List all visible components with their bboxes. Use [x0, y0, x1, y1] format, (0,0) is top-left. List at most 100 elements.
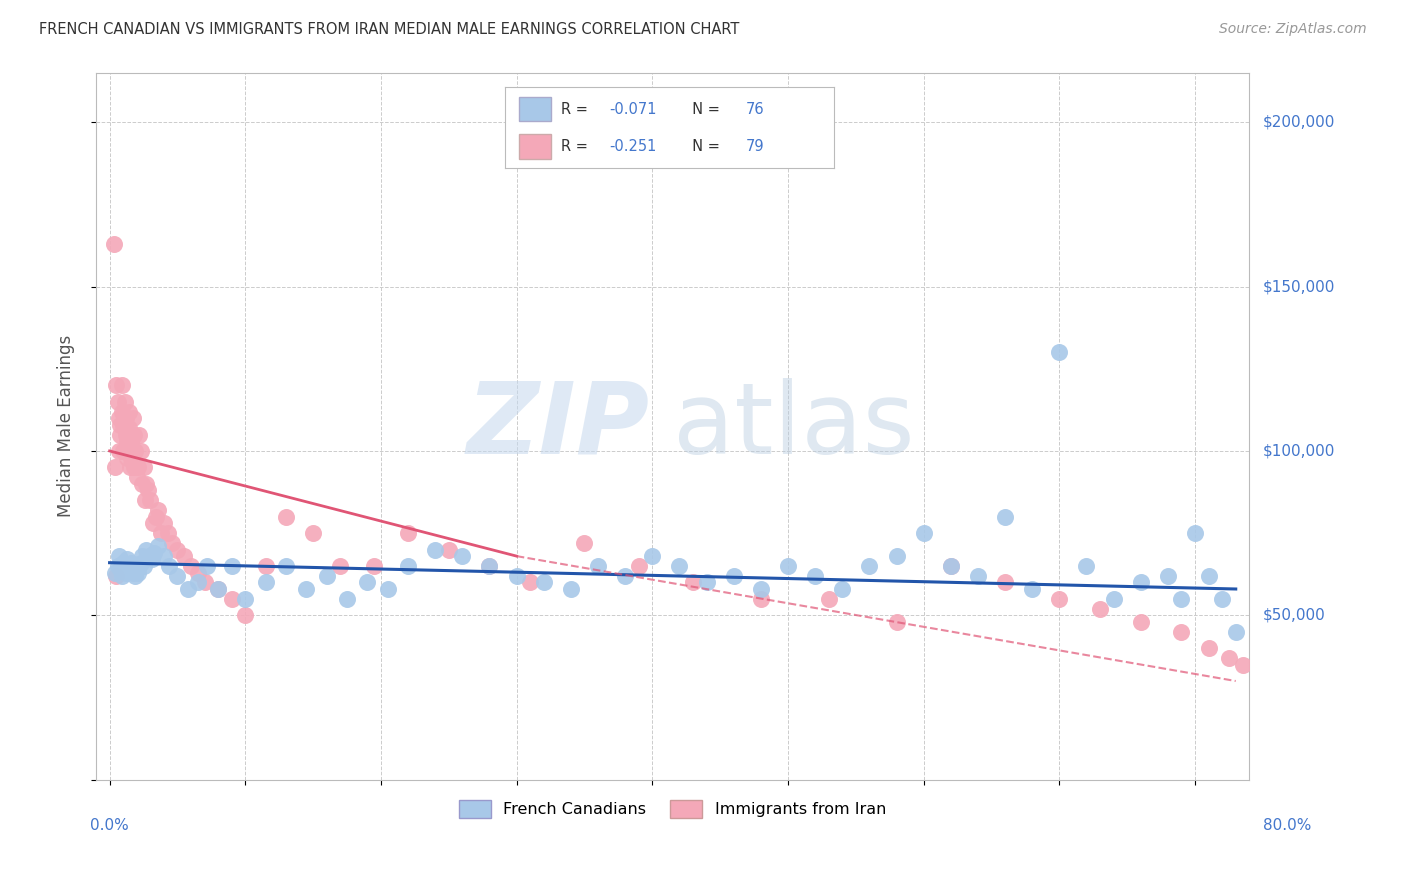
Point — [104, 566, 127, 580]
Point — [135, 476, 157, 491]
Point — [114, 394, 136, 409]
Point — [207, 582, 229, 596]
Point — [117, 404, 139, 418]
Text: 0.0%: 0.0% — [90, 819, 129, 833]
Point — [1198, 641, 1220, 656]
Point — [396, 526, 419, 541]
Point — [858, 559, 880, 574]
Point — [1088, 601, 1111, 615]
Point — [1211, 591, 1233, 606]
Point — [107, 394, 129, 409]
Point — [136, 483, 159, 498]
Point — [994, 509, 1017, 524]
Point — [295, 582, 318, 596]
Point — [129, 444, 152, 458]
Point — [117, 421, 139, 435]
Point — [574, 536, 596, 550]
Point — [505, 569, 527, 583]
Point — [124, 569, 146, 583]
Point — [425, 542, 447, 557]
Point — [478, 559, 501, 574]
Point — [111, 569, 134, 583]
Point — [1184, 526, 1206, 541]
Point — [120, 556, 142, 570]
Point — [132, 559, 155, 574]
Legend: French Canadians, Immigrants from Iran: French Canadians, Immigrants from Iran — [453, 793, 893, 824]
Point — [153, 516, 176, 531]
Point — [110, 417, 132, 432]
Point — [1076, 559, 1098, 574]
Point — [127, 460, 149, 475]
Point — [110, 562, 132, 576]
Point — [114, 559, 136, 574]
Point — [221, 559, 243, 574]
Point — [254, 559, 277, 574]
Text: FRENCH CANADIAN VS IMMIGRANTS FROM IRAN MEDIAN MALE EARNINGS CORRELATION CHART: FRENCH CANADIAN VS IMMIGRANTS FROM IRAN … — [39, 22, 740, 37]
Point — [939, 559, 962, 574]
Point — [105, 378, 128, 392]
Point — [994, 575, 1017, 590]
Text: atlas: atlas — [672, 378, 914, 475]
Point — [1129, 575, 1152, 590]
Point — [105, 569, 128, 583]
Point — [1198, 569, 1220, 583]
Point — [939, 559, 962, 574]
Point — [157, 559, 180, 574]
Point — [187, 575, 209, 590]
Point — [519, 575, 541, 590]
Point — [124, 444, 146, 458]
Point — [135, 542, 157, 557]
Point — [1047, 345, 1070, 359]
Point — [125, 470, 148, 484]
Point — [122, 460, 145, 475]
Point — [117, 559, 139, 574]
Point — [886, 549, 908, 563]
Point — [121, 411, 143, 425]
Point — [377, 582, 399, 596]
Point — [1157, 569, 1180, 583]
Point — [125, 562, 148, 576]
Point — [121, 444, 143, 458]
Point — [121, 566, 143, 580]
Point — [533, 575, 555, 590]
Text: $150,000: $150,000 — [1263, 279, 1336, 294]
Point — [437, 542, 460, 557]
Point — [302, 526, 325, 541]
Point — [108, 411, 131, 425]
Point — [776, 559, 799, 574]
Point — [111, 404, 134, 418]
Point — [396, 559, 419, 574]
Point — [115, 450, 138, 465]
Point — [723, 569, 745, 583]
Point — [886, 615, 908, 629]
Point — [274, 509, 297, 524]
Point — [108, 444, 131, 458]
Point — [122, 559, 145, 574]
Point — [132, 460, 155, 475]
Y-axis label: Median Male Earnings: Median Male Earnings — [58, 335, 75, 517]
Text: Source: ZipAtlas.com: Source: ZipAtlas.com — [1219, 22, 1367, 37]
Point — [1225, 624, 1247, 639]
Point — [153, 549, 176, 563]
Point — [112, 444, 135, 458]
Point — [207, 582, 229, 596]
Point — [131, 476, 153, 491]
Point — [115, 434, 138, 448]
Point — [104, 460, 127, 475]
Point — [145, 509, 167, 524]
Point — [1129, 615, 1152, 629]
Point — [586, 559, 609, 574]
Point — [118, 562, 141, 576]
Point — [173, 549, 195, 563]
Point — [817, 591, 839, 606]
Point — [356, 575, 378, 590]
Point — [143, 546, 166, 560]
Point — [187, 566, 209, 580]
Point — [478, 559, 501, 574]
Text: 80.0%: 80.0% — [1263, 819, 1312, 833]
Point — [1102, 591, 1125, 606]
Point — [831, 582, 853, 596]
Point — [177, 582, 200, 596]
Point — [221, 591, 243, 606]
Point — [120, 434, 142, 448]
